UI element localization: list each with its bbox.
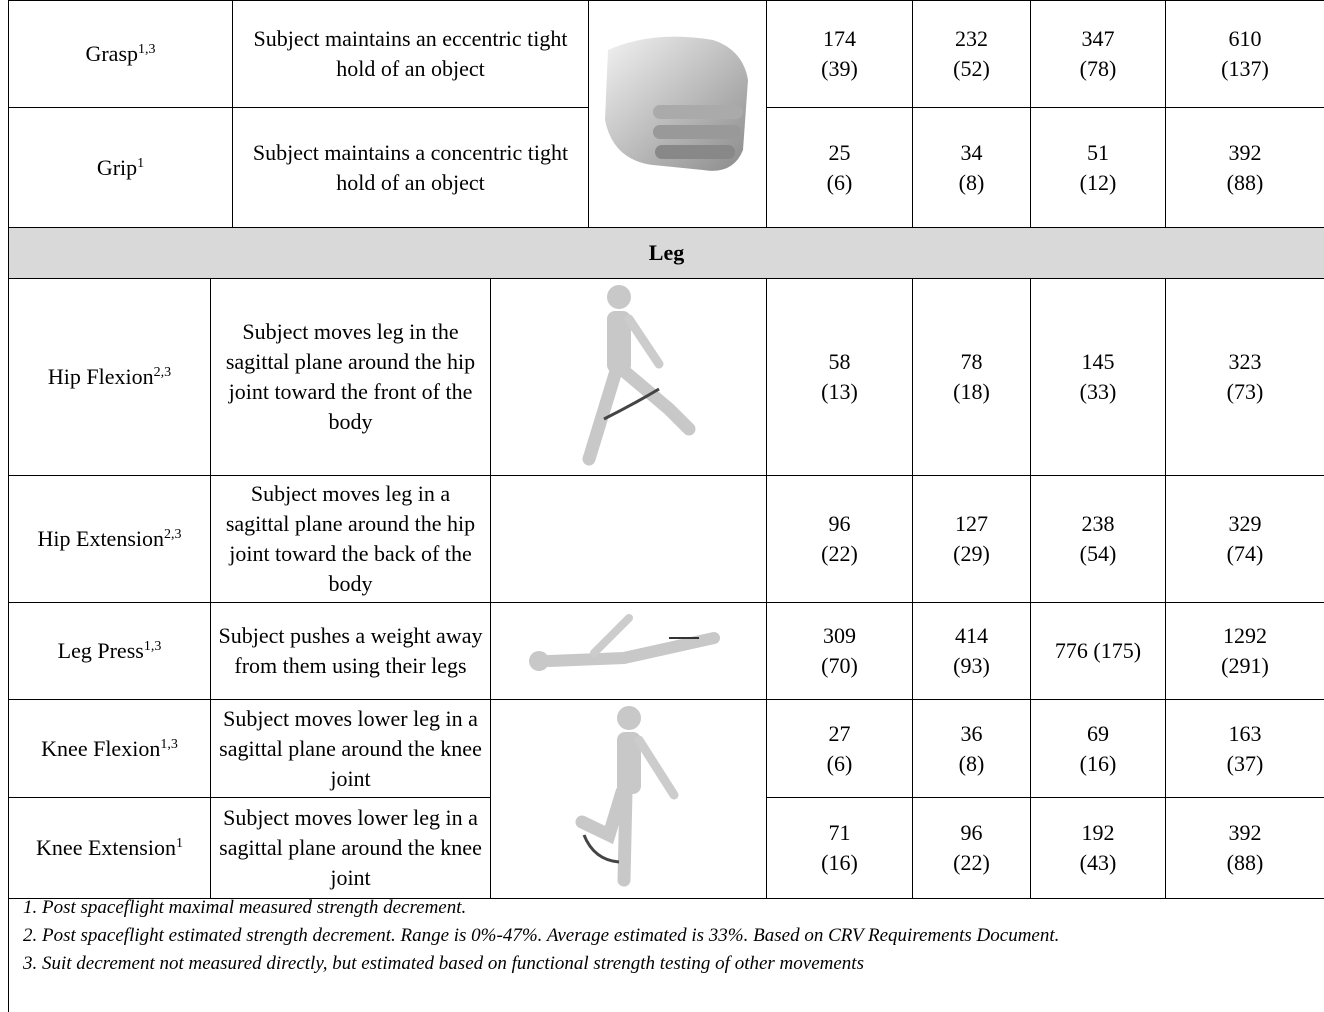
value: 69 (16) (1030, 698, 1166, 799)
footnote: 1. Post spaceflight maximal measured str… (23, 897, 467, 918)
description: Subject moves lower leg in a sagittal pl… (210, 797, 491, 899)
value: 34 (8) (912, 107, 1031, 228)
value: 329 (74) (1165, 475, 1324, 603)
arm-table: Grasp1,3 Subject maintains an eccentric … (8, 0, 1324, 279)
description: Subject maintains a concentric tight hol… (232, 107, 589, 228)
value: 51 (12) (1030, 107, 1166, 228)
row: Hip Extension2,3 Subject moves leg in a … (8, 475, 1324, 603)
leg-press-icon (528, 614, 720, 671)
illustration (490, 699, 767, 899)
value: 392 (88) (1165, 797, 1324, 899)
value: 36 (8) (912, 698, 1031, 799)
value: 192 (43) (1030, 797, 1166, 899)
description: Subject maintains an eccentric tight hol… (232, 0, 589, 108)
value: 776 (175) (1030, 602, 1166, 700)
section-header: Leg (8, 227, 1324, 279)
section-title: Leg (8, 227, 1324, 279)
value: 27 (6) (766, 698, 913, 799)
movement: Grip1 (8, 107, 233, 228)
value: 323 (73) (1165, 278, 1324, 476)
value: 163 (37) (1165, 698, 1324, 799)
movement: Knee Flexion1,3 (8, 698, 211, 799)
value: 392 (88) (1165, 107, 1324, 228)
value: 610 (137) (1165, 0, 1324, 108)
row: Knee Extension1 Subject moves lower leg … (8, 797, 1324, 899)
value: 25 (6) (766, 107, 913, 228)
value: 238 (54) (1030, 475, 1166, 603)
movement: Leg Press1,3 (8, 602, 211, 700)
row: Hip Flexion2,3 Subject moves leg in the … (8, 278, 1324, 476)
row: Leg Press1,3 Subject pushes a weight awa… (8, 602, 1324, 700)
value: 232 (52) (912, 0, 1031, 108)
value: 414 (93) (912, 602, 1031, 700)
value: 58 (13) (766, 278, 913, 476)
description: Subject moves lower leg in a sagittal pl… (210, 698, 491, 799)
value: 96 (22) (912, 797, 1031, 899)
illustration (490, 278, 767, 476)
footnote: 2. Post spaceflight estimated strength d… (23, 925, 1060, 946)
illustration (490, 475, 767, 603)
value: 145 (33) (1030, 278, 1166, 476)
value: 78 (18) (912, 278, 1031, 476)
value: 174 (39) (766, 0, 913, 108)
value: 71 (16) (766, 797, 913, 899)
figure-icon (582, 285, 695, 466)
description: Subject moves leg in the sagittal plane … (210, 278, 491, 476)
movement: Knee Extension1 (8, 797, 211, 899)
footnotes: 1. Post spaceflight maximal measured str… (8, 884, 1318, 1012)
figure-icon (575, 706, 678, 887)
movement: Hip Extension2,3 (8, 475, 211, 603)
row: Grasp1,3 Subject maintains an eccentric … (8, 0, 1324, 228)
value: 127 (29) (912, 475, 1031, 603)
illustration (490, 602, 767, 700)
hand-icon (604, 36, 748, 171)
value: 1292 (291) (1165, 602, 1324, 700)
movement: Hip Flexion2,3 (8, 278, 211, 476)
row: Grip1 Subject maintains a concentric tig… (8, 107, 1324, 228)
movement: Grasp1,3 (8, 0, 233, 108)
footnote: 3. Suit decrement not measured directly,… (23, 953, 864, 974)
leg-table: Hip Flexion2,3 Subject moves leg in the … (8, 278, 1324, 899)
value: 96 (22) (766, 475, 913, 603)
description: Subject moves leg in a sagittal plane ar… (210, 475, 491, 603)
description: Subject pushes a weight away from them u… (210, 602, 491, 700)
row: Knee Flexion1,3 Subject moves lower leg … (8, 698, 1324, 899)
value: 309 (70) (766, 602, 913, 700)
illustration (588, 0, 767, 228)
value: 347 (78) (1030, 0, 1166, 108)
